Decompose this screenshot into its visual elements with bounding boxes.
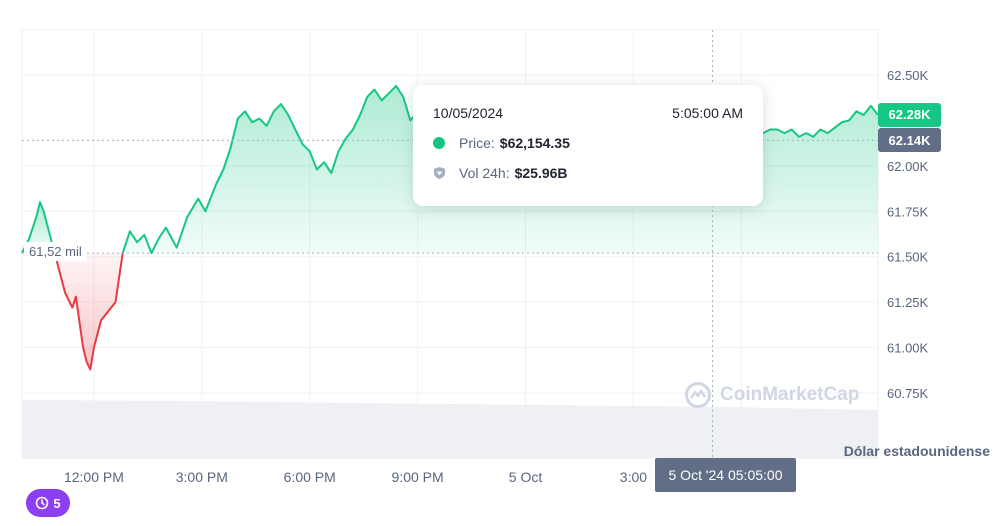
hover-tooltip: 10/05/2024 5:05:00 AM Price: $62,154.35 … xyxy=(413,85,763,206)
currency-label: Dólar estadounidense xyxy=(843,443,990,459)
current-price-badge: 62.28K xyxy=(878,102,941,127)
price-area-down xyxy=(54,253,123,370)
x-tick-label: 3:00 xyxy=(620,469,647,485)
watermark-text: CoinMarketCap xyxy=(720,384,860,405)
tooltip-price-label: Price: xyxy=(459,135,495,151)
tooltip-date: 10/05/2024 xyxy=(433,105,504,121)
y-tick-label: 60.75K xyxy=(887,386,929,401)
y-tick-label: 61.75K xyxy=(887,204,929,219)
tooltip-time: 5:05:00 AM xyxy=(672,105,743,121)
history-clock-icon xyxy=(36,496,49,510)
y-tick-label: 61.00K xyxy=(887,341,929,356)
tooltip-volume-value: $25.96B xyxy=(514,165,568,181)
x-tick-label: 6:00 PM xyxy=(284,469,336,485)
watermark: CoinMarketCap xyxy=(684,381,859,409)
hover-time-badge: 5 Oct '24 05:05:00 xyxy=(655,458,796,492)
y-tick-label: 62.00K xyxy=(887,159,929,174)
price-line-up xyxy=(21,201,56,254)
x-tick-label: 5 Oct xyxy=(509,469,543,485)
price-line-down xyxy=(53,252,124,371)
price-dot-icon xyxy=(433,137,445,149)
y-tick-label: 62.50K xyxy=(887,68,929,83)
y-tick-label: 61.50K xyxy=(887,250,929,265)
x-tick-label: 9:00 PM xyxy=(392,469,444,485)
x-tick-label: 3:00 PM xyxy=(176,469,228,485)
volume-shield-icon xyxy=(433,166,446,180)
coinmarketcap-logo-icon xyxy=(685,382,711,408)
price-area-up xyxy=(22,202,55,254)
tooltip-volume-label: Vol 24h: xyxy=(459,165,510,181)
y-tick-label: 61.25K xyxy=(887,295,929,310)
history-button[interactable]: 5 xyxy=(26,489,70,517)
baseline-label: 61,52 mil xyxy=(24,242,87,262)
hover-price-badge: 62.14K xyxy=(878,128,941,153)
tooltip-price-value: $62,154.35 xyxy=(499,135,570,151)
history-count: 5 xyxy=(53,495,61,511)
volume-area xyxy=(22,400,878,458)
x-tick-label: 12:00 PM xyxy=(64,469,124,485)
